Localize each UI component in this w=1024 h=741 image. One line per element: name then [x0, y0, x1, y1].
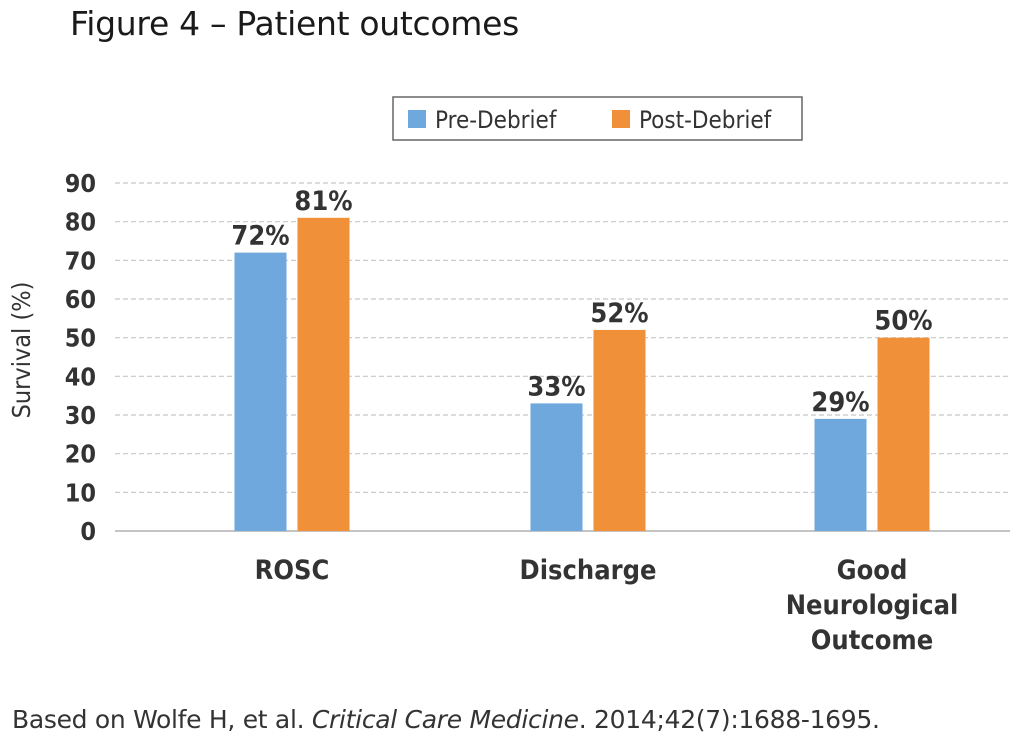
data-label: 81% [294, 186, 352, 217]
category-label: Good [837, 555, 908, 586]
citation-journal: Critical Care Medicine [311, 705, 579, 734]
category-label: ROSC [255, 555, 330, 586]
figure-title: Figure 4 – Patient outcomes [70, 4, 520, 43]
y-tick-label: 50 [65, 324, 96, 353]
data-label: 33% [527, 371, 585, 402]
legend-box [392, 96, 803, 141]
y-tick-label: 90 [65, 169, 96, 198]
y-tick-label: 40 [65, 362, 96, 391]
category-label: Neurological [786, 590, 959, 621]
legend-swatch-post [612, 110, 630, 128]
data-label: 72% [231, 221, 289, 252]
y-tick-label: 70 [65, 246, 96, 275]
citation-suffix: . 2014;42(7):1688-1695. [578, 705, 880, 734]
data-label: 52% [590, 298, 648, 329]
y-tick-label: 20 [65, 440, 96, 469]
y-tick-label: 10 [65, 478, 96, 507]
data-label: 50% [874, 306, 932, 337]
bar-post [877, 337, 930, 531]
citation: Based on Wolfe H, et al. Critical Care M… [12, 705, 880, 734]
y-tick-label: 60 [65, 285, 96, 314]
bar-pre [530, 403, 583, 531]
legend-swatch-pre [408, 110, 426, 128]
bar-chart: 0 10 20 30 40 50 60 70 80 90 Survival (%) 72% 33% 29%… [7, 96, 1010, 656]
legend-label: Pre-Debrief [435, 106, 558, 134]
bar-pre [814, 418, 867, 531]
legend-label: Post-Debrief [639, 106, 773, 134]
category-label: Discharge [520, 555, 657, 586]
citation-prefix: Based on Wolfe H, et al. [12, 705, 312, 734]
bar-post [297, 217, 350, 532]
bar-post [593, 329, 646, 531]
y-tick-label: 0 [80, 517, 96, 546]
category-label: Outcome [811, 625, 933, 656]
y-tick-label: 80 [65, 208, 96, 237]
y-tick-label: 30 [65, 401, 96, 430]
y-axis-label: Survival (%) [7, 282, 36, 419]
data-label: 29% [811, 387, 869, 418]
bar-pre [234, 252, 287, 531]
